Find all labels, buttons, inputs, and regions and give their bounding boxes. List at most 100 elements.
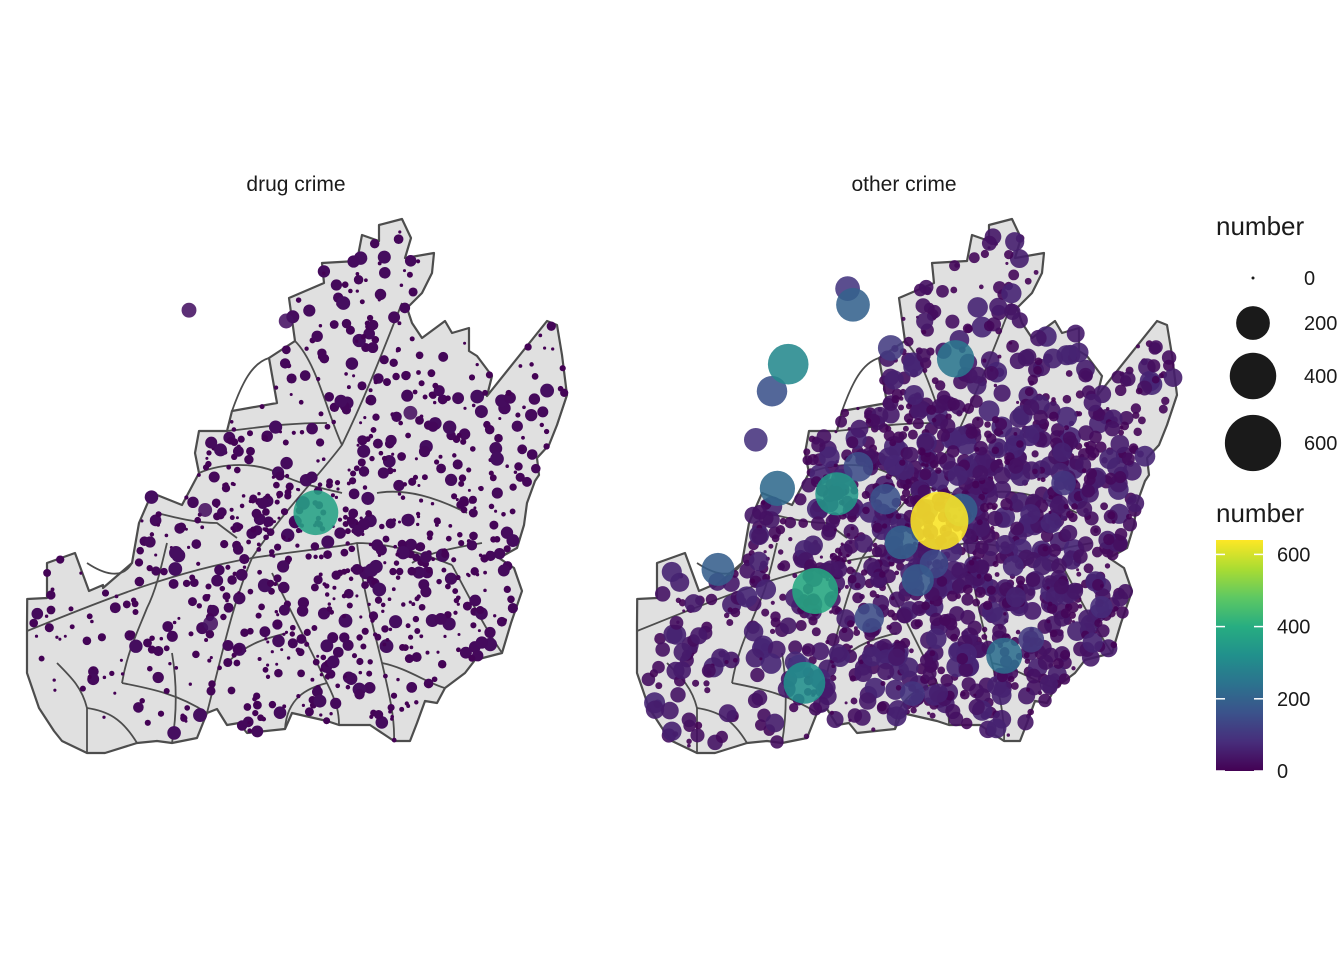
- crime-point: [770, 735, 784, 749]
- crime-point: [1039, 675, 1058, 694]
- size-legend-label: 600: [1304, 433, 1337, 455]
- crime-point: [391, 587, 396, 592]
- crime-point: [779, 593, 787, 601]
- crime-point: [412, 615, 420, 623]
- crime-point: [477, 629, 481, 633]
- crime-point: [468, 654, 476, 662]
- crime-point: [833, 528, 837, 532]
- crime-point: [278, 581, 290, 594]
- crime-point: [444, 473, 458, 487]
- crime-point: [44, 623, 54, 633]
- crime-point: [916, 312, 934, 330]
- crime-point: [1040, 477, 1046, 483]
- crime-point: [1071, 666, 1076, 671]
- crime-point: [1017, 349, 1035, 367]
- crime-point: [377, 250, 391, 264]
- crime-point: [352, 374, 356, 378]
- crime-point: [987, 510, 1003, 527]
- crime-point: [1051, 558, 1067, 574]
- crime-point: [470, 567, 479, 576]
- crime-point: [256, 542, 261, 547]
- crime-point: [268, 700, 277, 709]
- crime-point: [246, 446, 255, 456]
- crime-point: [846, 553, 850, 558]
- crime-point: [967, 620, 982, 635]
- crime-point: [968, 560, 975, 566]
- crime-point: [334, 394, 348, 408]
- crime-point: [385, 518, 396, 529]
- crime-point: [399, 283, 404, 288]
- crime-point: [1003, 612, 1007, 616]
- crime-point: [515, 472, 525, 482]
- crime-point: [269, 420, 283, 434]
- crime-hotspot: [986, 637, 1023, 674]
- crime-point: [342, 520, 349, 528]
- crime-point: [1147, 359, 1161, 373]
- crime-point: [509, 508, 516, 515]
- crime-point: [52, 678, 56, 682]
- size-legend-key: [1251, 276, 1255, 280]
- crime-point: [415, 351, 424, 360]
- crime-point: [338, 613, 353, 628]
- crime-point: [947, 465, 968, 486]
- crime-point: [825, 639, 830, 645]
- crime-point: [53, 688, 57, 692]
- crime-point: [368, 611, 379, 621]
- crime-point: [1034, 357, 1043, 366]
- crime-point: [348, 488, 360, 500]
- crime-point: [470, 622, 477, 629]
- crime-point: [336, 487, 340, 491]
- crime-point: [396, 567, 404, 576]
- crime-point: [341, 614, 346, 619]
- crime-point: [1113, 537, 1128, 552]
- crime-point: [779, 517, 787, 525]
- crime-point: [1053, 579, 1069, 595]
- crime-point: [844, 584, 849, 589]
- crime-point: [872, 542, 878, 548]
- crime-point: [1024, 658, 1031, 664]
- crime-point: [393, 560, 400, 566]
- crime-point: [768, 543, 774, 549]
- crime-point: [1056, 406, 1078, 428]
- crime-point: [990, 525, 995, 531]
- crime-point: [468, 495, 477, 504]
- crime-point: [919, 653, 934, 667]
- crime-point: [951, 562, 968, 579]
- crime-point: [221, 484, 231, 493]
- crime-point: [1151, 375, 1160, 384]
- crime-point: [833, 463, 838, 468]
- crime-point: [473, 506, 477, 510]
- crime-point: [184, 705, 191, 711]
- crime-hotspot: [877, 335, 904, 361]
- crime-point: [275, 662, 279, 666]
- crime-point: [1161, 396, 1170, 406]
- crime-point: [274, 668, 283, 678]
- crime-point: [372, 438, 383, 449]
- crime-point: [274, 543, 282, 551]
- crime-point: [1026, 668, 1042, 684]
- crime-point: [1066, 324, 1085, 343]
- crime-point: [287, 537, 291, 541]
- crime-point: [880, 681, 886, 686]
- crime-point: [315, 438, 325, 447]
- crime-point: [902, 446, 919, 463]
- crime-point: [332, 597, 336, 601]
- crime-point: [369, 238, 380, 249]
- crime-point: [905, 403, 913, 410]
- crime-point: [992, 560, 999, 568]
- crime-point: [347, 468, 351, 472]
- crime-point: [143, 638, 152, 648]
- crime-point: [828, 644, 848, 663]
- crime-point: [301, 703, 305, 707]
- crime-point: [420, 551, 432, 563]
- crime-point: [408, 634, 414, 640]
- crime-point: [560, 388, 569, 397]
- crime-point: [718, 704, 737, 723]
- crime-point: [859, 659, 864, 665]
- crime-point: [531, 463, 541, 474]
- crime-point: [972, 519, 991, 538]
- crime-point: [367, 342, 379, 354]
- crime-point: [153, 646, 164, 657]
- crime-point: [324, 391, 335, 402]
- crime-point: [813, 454, 817, 458]
